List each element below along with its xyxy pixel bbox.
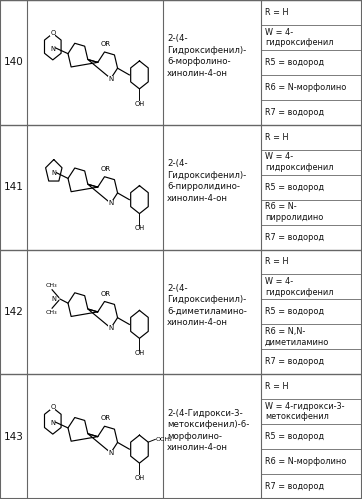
Text: R6 = N,N-
диметиламино: R6 = N,N- диметиламино — [265, 327, 329, 346]
Text: R = H: R = H — [265, 382, 289, 391]
Text: W = 4-
гидроксифенил: W = 4- гидроксифенил — [265, 153, 333, 172]
Bar — [0, 374, 362, 499]
Text: R = H: R = H — [265, 257, 289, 266]
Text: R6 = N-морфолино: R6 = N-морфолино — [265, 457, 346, 466]
Text: 2-(4-
Гидроксифенил)-
6-морфолино-
хинолин-4-он: 2-(4- Гидроксифенил)- 6-морфолино- хинол… — [167, 34, 247, 78]
Text: 2-(4-
Гидроксифенил)-
6-пирролидино-
хинолин-4-он: 2-(4- Гидроксифенил)- 6-пирролидино- хин… — [167, 159, 247, 203]
Text: 142: 142 — [4, 307, 24, 317]
Text: 140: 140 — [4, 57, 24, 67]
Text: W = 4-
гидроксифенил: W = 4- гидроксифенил — [265, 277, 333, 296]
Text: R7 = водород: R7 = водород — [265, 108, 324, 117]
Text: N: N — [108, 450, 113, 456]
Text: 2-(4-
Гидроксифенил)-
6-диметиламино-
хинолин-4-он: 2-(4- Гидроксифенил)- 6-диметиламино- хи… — [167, 284, 247, 327]
Text: N: N — [108, 325, 113, 331]
Text: OR: OR — [101, 415, 111, 421]
Text: W = 4-гидрокси-3-
метоксифенил: W = 4-гидрокси-3- метоксифенил — [265, 402, 345, 421]
Text: OR: OR — [101, 166, 111, 172]
Text: R5 = водород: R5 = водород — [265, 58, 324, 67]
Bar — [0, 0, 362, 125]
Text: O: O — [50, 30, 55, 36]
Text: R5 = водород: R5 = водород — [265, 307, 324, 316]
Text: N: N — [108, 200, 113, 206]
Text: W = 4-
гидроксифенил: W = 4- гидроксифенил — [265, 28, 333, 47]
Text: R7 = водород: R7 = водород — [265, 482, 324, 491]
Text: CH₃: CH₃ — [46, 310, 57, 315]
Text: R6 = N-морфолино: R6 = N-морфолино — [265, 83, 346, 92]
Text: R7 = водород: R7 = водород — [265, 357, 324, 366]
Text: R7 = водород: R7 = водород — [265, 233, 324, 242]
Text: O: O — [50, 404, 55, 410]
Bar — [0, 250, 362, 374]
Text: N: N — [50, 420, 55, 426]
Text: R5 = водород: R5 = водород — [265, 183, 324, 192]
Text: R6 = N-
пирролидино: R6 = N- пирролидино — [265, 203, 323, 222]
Text: 143: 143 — [4, 432, 24, 442]
Text: OH: OH — [134, 226, 144, 232]
Text: CH₃: CH₃ — [46, 283, 57, 288]
Text: N: N — [52, 296, 56, 302]
Text: OR: OR — [101, 290, 111, 296]
Text: N: N — [51, 170, 56, 176]
Text: OH: OH — [134, 101, 144, 107]
Text: 2-(4-Гидрокси-3-
метоксифенил)-6-
морфолино-
хинолин-4-он: 2-(4-Гидрокси-3- метоксифенил)-6- морфол… — [167, 409, 250, 452]
Bar — [0, 125, 362, 250]
Text: 141: 141 — [4, 182, 24, 192]
Text: OR: OR — [101, 41, 111, 47]
Text: R = H: R = H — [265, 133, 289, 142]
Text: OCH₃: OCH₃ — [156, 437, 172, 442]
Text: N: N — [108, 75, 113, 81]
Text: OH: OH — [134, 350, 144, 356]
Text: N: N — [50, 45, 55, 52]
Text: R = H: R = H — [265, 8, 289, 17]
Text: OH: OH — [134, 475, 144, 481]
Text: R5 = водород: R5 = водород — [265, 432, 324, 441]
